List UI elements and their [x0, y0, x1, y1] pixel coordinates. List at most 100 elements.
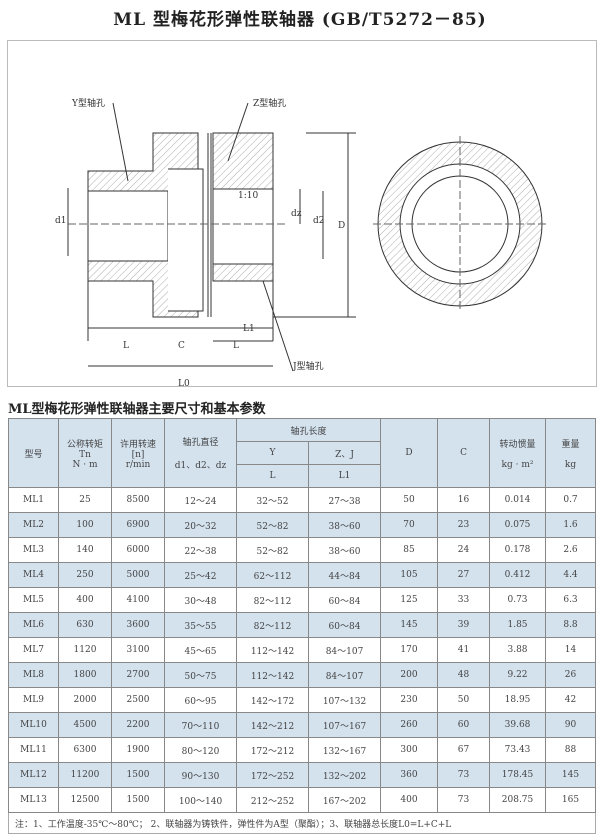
table-note: 注：1、工作温度-35℃～80℃； 2、联轴器为铸铁件，弹性件为A型（聚酯）；3…	[7, 812, 597, 834]
table-cell: 73	[437, 762, 491, 788]
table-cell: 0.7	[545, 487, 597, 513]
dz-label: dz	[291, 209, 302, 219]
table-cell: 24	[437, 537, 491, 563]
table-cell: 48	[437, 662, 491, 688]
table-cell: 167～202	[307, 787, 382, 813]
table-cell: 630	[58, 612, 112, 638]
table-cell: ML2	[8, 512, 59, 538]
table-cell: 105	[380, 562, 439, 588]
header-torque: 公称转矩 Tn N · m	[58, 418, 112, 488]
table-cell: 142～172	[236, 687, 309, 713]
table-cell: ML13	[8, 787, 59, 813]
table-cell: 0.412	[489, 562, 547, 588]
table-cell: 9.22	[489, 662, 547, 688]
table-cell: ML1	[8, 487, 59, 513]
table-cell: 44～84	[307, 562, 382, 588]
table-cell: 2000	[58, 687, 112, 713]
table-cell: 60～84	[307, 612, 382, 638]
table-cell: 33	[437, 587, 491, 613]
table-cell: 50	[437, 687, 491, 713]
table-cell: 2500	[111, 687, 165, 713]
table-cell: 4100	[111, 587, 165, 613]
table-row: ML3 140 6000 22～38 52～82 38～60 85 24 0.178 2.6	[8, 537, 597, 563]
C-label: C	[178, 341, 185, 351]
table-cell: 32～52	[236, 487, 309, 513]
taper-label: 1:10	[238, 191, 259, 201]
table-cell: 45～65	[164, 637, 237, 663]
table-cell: 0.014	[489, 487, 547, 513]
table-cell: 250	[58, 562, 112, 588]
table-cell: 112～142	[236, 637, 309, 663]
table-cell: 165	[545, 787, 597, 813]
table-cell: 27～38	[307, 487, 382, 513]
table-cell: 42	[545, 687, 597, 713]
header-zj: Z、J	[307, 441, 382, 465]
table-cell: 26	[545, 662, 597, 688]
table-cell: 62～112	[236, 562, 309, 588]
header-L1: L1	[307, 464, 382, 488]
table-cell: 12～24	[164, 487, 237, 513]
table-cell: 125	[380, 587, 439, 613]
table-cell: 82～112	[236, 587, 309, 613]
table-cell: 212～252	[236, 787, 309, 813]
table-cell: 84～107	[307, 662, 382, 688]
table-cell: 1.85	[489, 612, 547, 638]
table-cell: 6300	[58, 737, 112, 763]
table-cell: 85	[380, 537, 439, 563]
table-cell: 5000	[111, 562, 165, 588]
table-cell: ML3	[8, 537, 59, 563]
table-cell: 35～55	[164, 612, 237, 638]
table-cell: 107～132	[307, 687, 382, 713]
table-cell: 0.73	[489, 587, 547, 613]
page-title: ML 型梅花形弹性联轴器 (GB/T5272－85)	[113, 10, 487, 30]
header-D: D	[380, 418, 439, 488]
table-cell: 3600	[111, 612, 165, 638]
table-cell: 20～32	[164, 512, 237, 538]
table-cell: 400	[380, 787, 439, 813]
table-row: ML1 25 8500 12～24 32～52 27～38 50 16 0.014 0.7	[8, 487, 597, 513]
table-cell: 25	[58, 487, 112, 513]
table-cell: 1500	[111, 787, 165, 813]
header-y: Y	[236, 441, 309, 465]
table-row: ML6 630 3600 35～55 82～112 60～84 145 39 1.85 8.8	[8, 612, 597, 638]
table-cell: 230	[380, 687, 439, 713]
table-cell: 1900	[111, 737, 165, 763]
table-cell: 360	[380, 762, 439, 788]
table-cell: 50	[380, 487, 439, 513]
table-cell: 82～112	[236, 612, 309, 638]
header-C: C	[437, 418, 491, 488]
table-cell: 142～212	[236, 712, 309, 738]
table-row: ML5 400 4100 30～48 82～112 60～84 125 33 0.73 6.3	[8, 587, 597, 613]
table-cell: ML5	[8, 587, 59, 613]
table-cell: 16	[437, 487, 491, 513]
table-cell: 100	[58, 512, 112, 538]
table-cell: 41	[437, 637, 491, 663]
table-cell: 260	[380, 712, 439, 738]
z-hole-label: Z型轴孔	[253, 99, 287, 109]
table-cell: 14	[545, 637, 597, 663]
table-cell: 178.45	[489, 762, 547, 788]
table-cell: 145	[545, 762, 597, 788]
coupling-drawing	[67, 102, 548, 372]
end-view	[373, 136, 548, 311]
table-cell: 23	[437, 512, 491, 538]
table-cell: 1120	[58, 637, 112, 663]
table-cell: 90～130	[164, 762, 237, 788]
table-cell: 2200	[111, 712, 165, 738]
table-cell: 73.43	[489, 737, 547, 763]
header-length: 轴孔长度	[235, 418, 382, 442]
table-cell: 12500	[58, 787, 112, 813]
header-L: L	[236, 464, 309, 488]
table-cell: 3.88	[489, 637, 547, 663]
table-cell: 1.6	[545, 512, 597, 538]
side-view	[67, 102, 356, 372]
table-cell: ML8	[8, 662, 59, 688]
table-cell: 112～142	[236, 662, 309, 688]
table-row: ML10 4500 2200 70～110 142～212 107～167 260 60 39.…	[8, 712, 597, 738]
table-cell: 27	[437, 562, 491, 588]
table-cell: 67	[437, 737, 491, 763]
table-cell: 3100	[111, 637, 165, 663]
table-cell: 4.4	[545, 562, 597, 588]
table-cell: 172～212	[236, 737, 309, 763]
table-cell: ML6	[8, 612, 59, 638]
